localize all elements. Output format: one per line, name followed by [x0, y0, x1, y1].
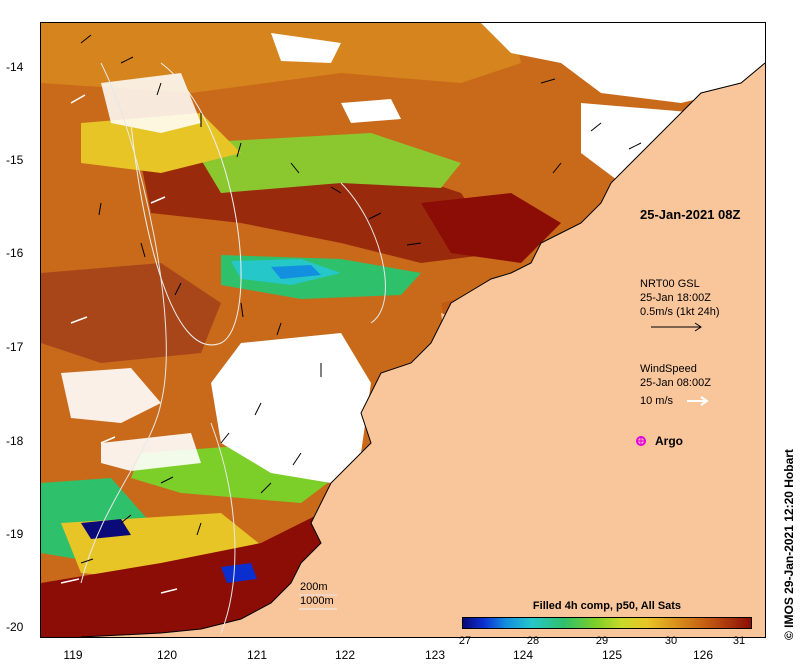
colorbar-tick: 30: [664, 635, 678, 647]
wind-legend: WindSpeed 25-Jan 08:00Z: [640, 362, 711, 390]
land-mass: [81, 63, 765, 637]
colorbar-tick: 29: [595, 635, 609, 647]
wind-vectors: [60, 94, 178, 594]
wind-legend-arrow: [687, 396, 709, 406]
lon-label: 122: [334, 648, 356, 662]
depth-label-1000m: 1000m: [300, 595, 334, 607]
wind-legend-scale: 10 m/s: [640, 395, 674, 407]
sst-band-yellow: [81, 113, 241, 173]
lon-label: 126: [692, 648, 714, 662]
no-data-patch: [101, 73, 201, 133]
sst-map: [41, 23, 765, 637]
colorbar-tick: 27: [458, 635, 472, 647]
sst-cool-band: [221, 563, 257, 583]
sst-warm-band: [41, 263, 221, 363]
no-data-patch: [271, 33, 341, 63]
colorbar-tick: 28: [526, 635, 540, 647]
no-data-patch: [481, 23, 765, 103]
current-legend-line: 25-Jan 18:00Z: [640, 292, 711, 304]
current-legend: NRT00 GSL 25-Jan 18:00Z 0.5m/s (1kt 24h): [640, 277, 719, 319]
argo-label: Argo: [655, 434, 683, 448]
bathymetry-1000m: [210, 422, 236, 634]
bathymetry-200m: [80, 62, 167, 584]
lat-label: -17: [6, 340, 24, 354]
current-vectors: [80, 34, 642, 564]
imos-credit: © IMOS 29-Jan-2021 12:20 Hobart: [782, 449, 796, 640]
wind-legend-line: 25-Jan 08:00Z: [640, 377, 711, 389]
peninsula: [441, 313, 491, 383]
lon-label: 124: [512, 648, 534, 662]
bathymetry-200m: [340, 182, 386, 324]
lon-label: 123: [424, 648, 446, 662]
current-legend-arrow: [651, 322, 702, 332]
coastline: [80, 62, 765, 637]
map-date-title: 25-Jan-2021 08Z: [640, 207, 741, 222]
argo-marker: [636, 436, 646, 446]
lat-label: -14: [6, 60, 24, 74]
lon-label: 119: [63, 648, 83, 662]
lat-label: -16: [6, 246, 24, 260]
sst-cool-band: [81, 519, 131, 539]
current-legend-line: 0.5m/s (1kt 24h): [640, 306, 720, 318]
lat-label: -20: [6, 620, 24, 634]
no-data-patch: [341, 99, 401, 123]
no-data-patch: [61, 368, 161, 423]
colorbar-tick: 31: [732, 635, 746, 647]
lon-label: 125: [601, 648, 623, 662]
lat-label: -18: [6, 434, 24, 448]
depth-label-200m: 200m: [300, 581, 328, 593]
bathymetry-1000m: [130, 62, 242, 346]
sst-hot-band: [421, 193, 561, 263]
sst-cool-band: [271, 265, 321, 279]
current-legend-line: NRT00 GSL: [640, 278, 700, 290]
lon-label: 121: [246, 648, 268, 662]
lat-label: -15: [6, 153, 24, 167]
wind-legend-line: WindSpeed: [640, 363, 697, 375]
sst-colorbar: [462, 617, 752, 629]
colorbar-title: Filled 4h comp, p50, All Sats: [532, 600, 682, 612]
sst-band-green: [191, 133, 461, 193]
lon-label: 120: [156, 648, 178, 662]
map-frame[interactable]: [40, 22, 766, 638]
lat-label: -19: [6, 527, 24, 541]
no-data-patch: [211, 333, 371, 483]
no-data-patch: [101, 433, 201, 471]
